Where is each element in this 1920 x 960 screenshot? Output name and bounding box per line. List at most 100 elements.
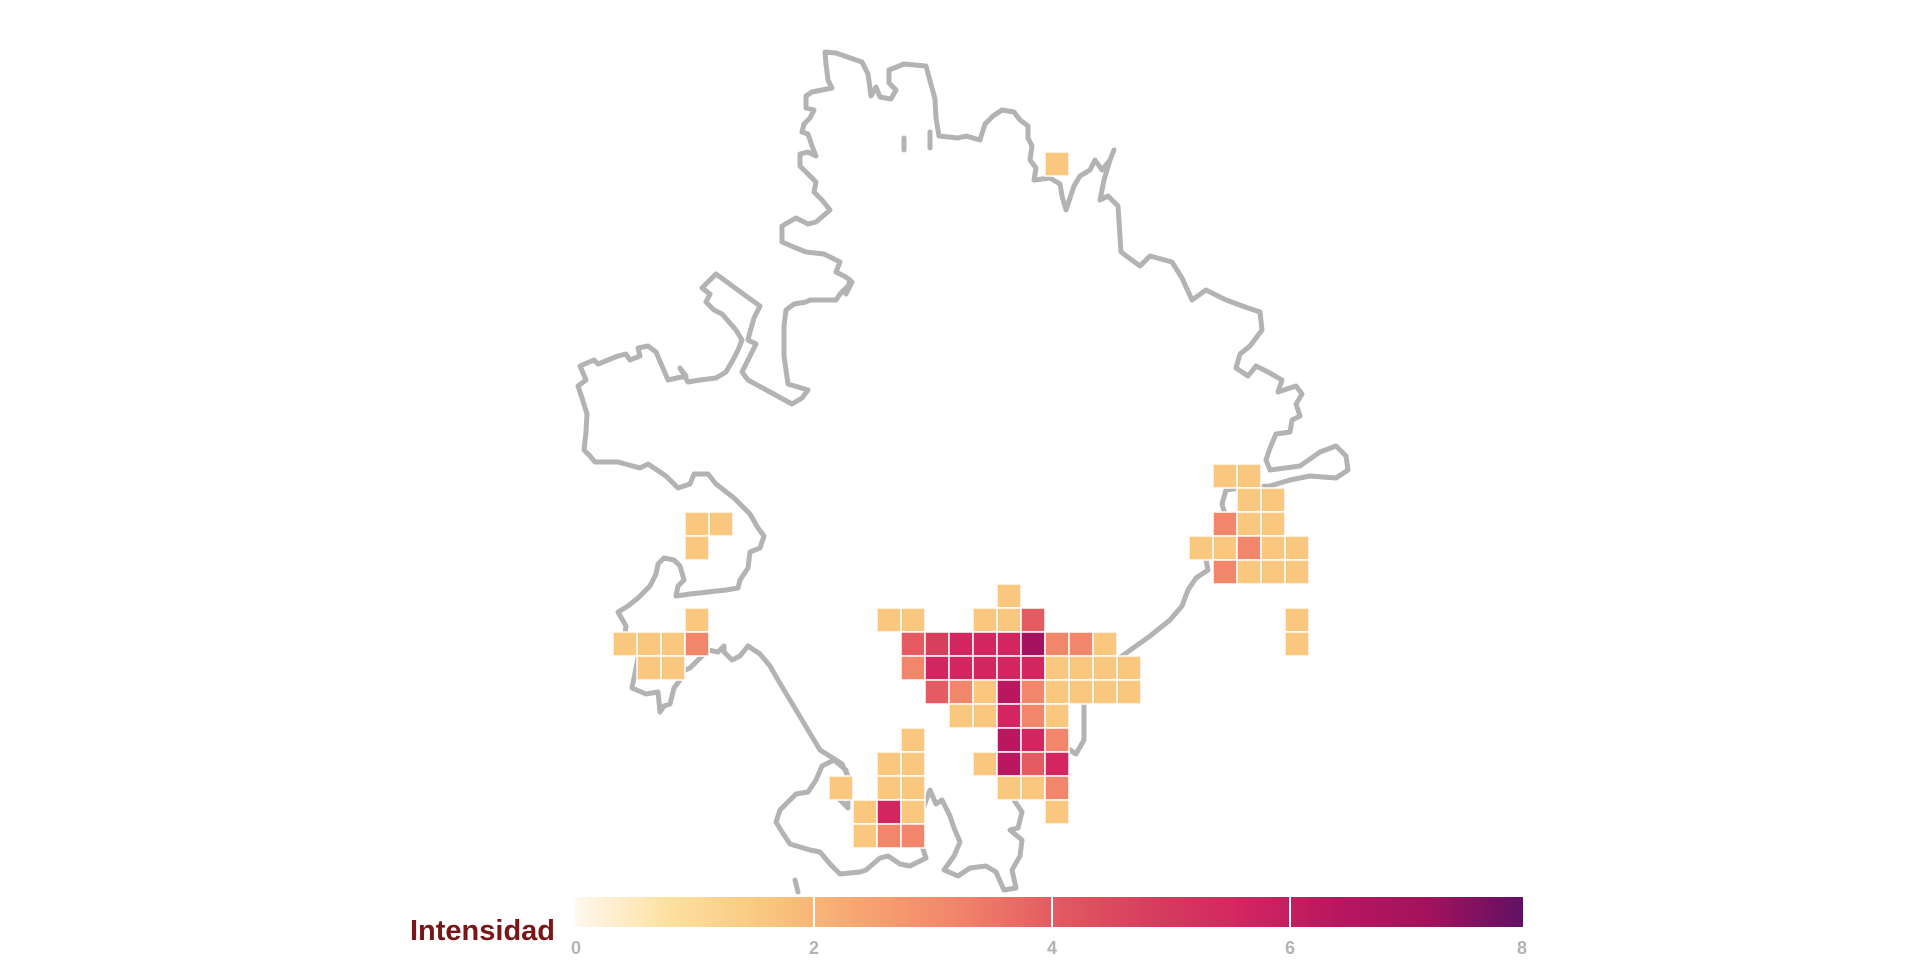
- intensity-cell: [972, 631, 998, 657]
- intensity-cell: [1260, 535, 1286, 561]
- intensity-cell: [1044, 703, 1070, 729]
- intensity-cell: [1284, 607, 1310, 633]
- intensity-cell: [1068, 679, 1094, 705]
- intensity-cell: [972, 655, 998, 681]
- intensity-cell: [996, 583, 1022, 609]
- intensity-cell: [1044, 775, 1070, 801]
- intensity-cell: [900, 607, 926, 633]
- intensity-cell: [1044, 151, 1070, 177]
- intensity-cell: [684, 511, 710, 537]
- intensity-cell: [1212, 559, 1238, 585]
- intensity-cell: [948, 679, 974, 705]
- intensity-cell: [636, 631, 662, 657]
- intensity-cell: [876, 607, 902, 633]
- intensity-cell: [1236, 535, 1262, 561]
- intensity-cell: [636, 655, 662, 681]
- intensity-cell: [996, 775, 1022, 801]
- legend-title: Intensidad: [410, 915, 556, 947]
- intensity-cell: [660, 631, 686, 657]
- intensity-cell: [996, 751, 1022, 777]
- intensity-cell: [660, 655, 686, 681]
- intensity-cell: [1236, 463, 1262, 489]
- intensity-cell: [1284, 559, 1310, 585]
- intensity-cell: [948, 655, 974, 681]
- intensity-cell: [972, 679, 998, 705]
- intensity-cell: [1044, 655, 1070, 681]
- intensity-cell: [1020, 655, 1046, 681]
- intensity-cell: [1044, 751, 1070, 777]
- intensity-cell: [1044, 727, 1070, 753]
- intensity-cell: [1044, 679, 1070, 705]
- intensity-cell: [996, 679, 1022, 705]
- intensity-cell: [900, 631, 926, 657]
- intensity-cell: [924, 631, 950, 657]
- intensity-cell: [1044, 799, 1070, 825]
- intensity-cell: [948, 631, 974, 657]
- intensity-cell: [1236, 511, 1262, 537]
- intensity-cell: [1068, 631, 1094, 657]
- intensity-cell: [1212, 511, 1238, 537]
- intensity-cells: [612, 151, 1310, 849]
- legend-color-scale: [575, 897, 1523, 927]
- intensity-cell: [684, 607, 710, 633]
- intensity-cell: [876, 823, 902, 849]
- intensity-cell: [1236, 559, 1262, 585]
- legend-label-8: 8: [1516, 938, 1527, 958]
- intensity-cell: [1188, 535, 1214, 561]
- intensity-cell: [972, 751, 998, 777]
- intensity-cell: [1020, 679, 1046, 705]
- legend-label-0: 0: [570, 938, 581, 958]
- legend-tick-4: [1051, 897, 1053, 927]
- intensity-cell: [1116, 655, 1142, 681]
- intensity-cell: [900, 775, 926, 801]
- intensity-cell: [1044, 631, 1070, 657]
- intensity-cell: [852, 799, 878, 825]
- intensity-cell: [1212, 463, 1238, 489]
- legend-tick-6: [1289, 897, 1291, 927]
- intensity-cell: [684, 631, 710, 657]
- intensity-cell: [1020, 631, 1046, 657]
- intensity-cell: [876, 799, 902, 825]
- intensity-cell: [1092, 679, 1118, 705]
- intensity-cell: [996, 631, 1022, 657]
- intensity-cell: [1284, 535, 1310, 561]
- intensity-cell: [852, 823, 878, 849]
- intensity-cell: [1020, 751, 1046, 777]
- intensity-cell: [1116, 679, 1142, 705]
- intensity-cell: [924, 679, 950, 705]
- intensity-cell: [972, 703, 998, 729]
- intensity-cell: [900, 655, 926, 681]
- intensity-cell: [996, 655, 1022, 681]
- intensity-cell: [900, 823, 926, 849]
- legend-label-2: 2: [808, 938, 819, 958]
- intensity-cell: [1092, 655, 1118, 681]
- intensity-cell: [828, 775, 854, 801]
- intensity-cell: [684, 535, 710, 561]
- intensity-cell: [1092, 631, 1118, 657]
- intensity-cell: [996, 607, 1022, 633]
- intensity-cell: [900, 799, 926, 825]
- legend-label-4: 4: [1046, 938, 1057, 958]
- intensity-cell: [900, 727, 926, 753]
- intensity-cell: [996, 727, 1022, 753]
- intensity-cell: [1260, 487, 1286, 513]
- intensity-cell: [1068, 655, 1094, 681]
- intensity-cell: [1020, 775, 1046, 801]
- intensity-cell: [1020, 703, 1046, 729]
- legend-tick-2: [813, 897, 815, 927]
- intensity-cell: [612, 631, 638, 657]
- intensity-cell: [948, 703, 974, 729]
- intensity-cell: [1020, 607, 1046, 633]
- intensity-cell: [876, 751, 902, 777]
- intensity-cell: [708, 511, 734, 537]
- intensity-cell: [1212, 535, 1238, 561]
- intensity-cell: [924, 655, 950, 681]
- intensity-cell: [1236, 487, 1262, 513]
- intensity-cell: [972, 607, 998, 633]
- intensity-cell: [1260, 559, 1286, 585]
- legend-label-6: 6: [1284, 938, 1295, 958]
- intensity-cell: [1020, 727, 1046, 753]
- intensity-cell: [1284, 631, 1310, 657]
- intensity-cell: [996, 703, 1022, 729]
